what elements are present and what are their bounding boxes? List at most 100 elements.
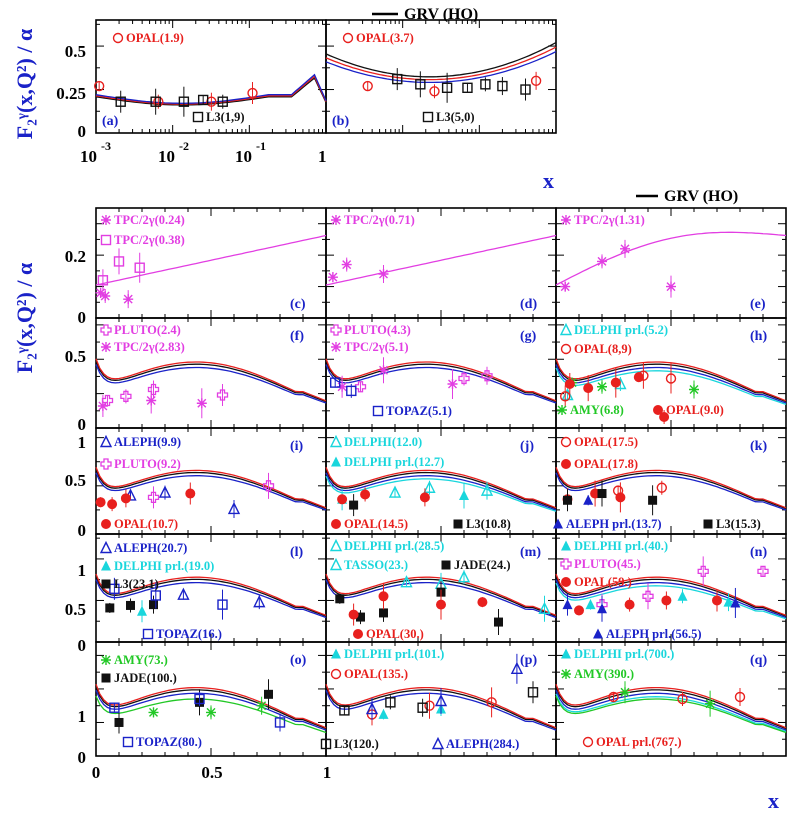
xticks-top-log: 10 -3 10 -2 10 -1 1 — [80, 139, 327, 166]
point-a-1-0 — [115, 96, 126, 107]
curve-g-1 — [325, 358, 557, 402]
point-f-0-1 — [120, 390, 132, 403]
grv-curves-n — [555, 573, 787, 620]
points-e — [560, 239, 676, 298]
point-f-0-2 — [147, 383, 160, 396]
curve-i-0 — [95, 469, 327, 510]
point-n-0-0 — [585, 599, 596, 610]
point-a-1-2 — [178, 96, 190, 107]
y-axis-title-top: F₂ᵞ(x,Q²) / α — [12, 28, 37, 139]
point-m-0-0 — [400, 575, 413, 588]
legend-label-e-0: TPC/2γ(1.31) — [574, 213, 645, 227]
point-h-2-1 — [597, 381, 607, 392]
legend-marker-e-0 — [561, 215, 571, 225]
curve-h-1 — [555, 358, 787, 402]
point-l-0-1 — [253, 595, 266, 608]
panel-id-f: (f) — [290, 329, 304, 344]
point-d-0-1 — [341, 259, 352, 270]
panel-id-m: (m) — [520, 545, 541, 560]
ytick-top-0.5: 0.5 — [65, 42, 86, 61]
curve-n-0 — [555, 575, 787, 617]
point-l-2-0 — [105, 603, 115, 613]
yticks-bottom: 0.2 0 0.5 0 1 0.5 0 1 0.5 0 1 0 — [65, 247, 86, 767]
legend-marker-c-0 — [101, 215, 111, 225]
panel-id-g: (g) — [520, 329, 537, 344]
legend-label-m-3: OPAL(30.) — [366, 627, 424, 641]
legend-marker-k-1 — [561, 459, 571, 469]
grv-curves-g — [325, 358, 557, 404]
legend-label-p-0: DELPHI prl.(101.) — [344, 647, 444, 661]
point-k-1-2 — [615, 492, 626, 503]
point-p-2-0 — [339, 705, 350, 716]
point-j-0-2 — [480, 483, 494, 496]
point-b-1-6 — [520, 84, 531, 95]
curve-n-1 — [555, 573, 787, 616]
legend-label-c-0: TPC/2γ(0.24) — [114, 213, 185, 227]
point-n-1-1 — [642, 590, 654, 602]
point-a-1-1 — [150, 96, 161, 107]
point-c-1-2 — [134, 262, 145, 273]
xtick-1e-3-base: 10 — [80, 147, 97, 166]
point-m-2-4 — [494, 617, 503, 627]
point-n-3-2 — [730, 597, 741, 608]
legend-label-o-0: AMY(73.) — [114, 653, 168, 667]
point-i-2-1 — [107, 499, 118, 510]
point-g-1-2 — [447, 379, 458, 389]
legend-label-j-1: DELPHI prl.(12.7) — [344, 455, 444, 469]
point-m-3-3 — [477, 597, 488, 608]
curve-g-0 — [325, 360, 557, 403]
points-p — [339, 653, 539, 726]
ytick-row1-0: 0 — [78, 308, 87, 327]
xtick-1e-1-exp: -1 — [256, 139, 266, 153]
point-o-1-2 — [264, 689, 273, 699]
point-l-3-1 — [150, 590, 162, 601]
point-m-2-0 — [335, 594, 345, 604]
point-a-0-0 — [93, 80, 105, 92]
panel-id-b: (b) — [332, 114, 349, 129]
legend-marker-h-1 — [560, 343, 572, 355]
legend-label-k-3: L3(15.3) — [716, 517, 761, 531]
point-j-2-0 — [337, 494, 348, 505]
curve-n-3 — [555, 582, 787, 620]
legend-marker-l-2 — [101, 579, 111, 589]
curve-o-3 — [95, 695, 327, 734]
point-n-1-3 — [757, 565, 769, 578]
point-p-3-1 — [434, 693, 448, 707]
legend-label-i-0: ALEPH(9.9) — [114, 435, 181, 449]
legend-marker-i-2 — [101, 519, 111, 529]
curve-k-0 — [555, 469, 787, 510]
legend-marker-p-1 — [330, 668, 342, 680]
legend-label-n-3: ALEPH prl.(56.5) — [606, 627, 701, 641]
legend-label-a-1: L3(1,9) — [206, 110, 245, 124]
point-e-0-3 — [666, 281, 676, 292]
point-a-1-3 — [197, 94, 209, 106]
legend-label-h-1: OPAL(8,9) — [574, 342, 632, 356]
points-l — [105, 577, 266, 623]
ytick-top-0: 0 — [78, 122, 87, 141]
legend-marker-q-0 — [561, 648, 571, 659]
legend-marker-j-2 — [331, 519, 341, 529]
point-d-0-0 — [327, 272, 338, 283]
point-k-3-0 — [563, 495, 572, 505]
panel-id-p: (p) — [520, 653, 537, 668]
legend-label-h-2: AMY(6.8) — [570, 403, 624, 417]
legend-label-j-0: DELPHI(12.0) — [344, 435, 422, 449]
legend-marker-p-2 — [320, 738, 332, 750]
panel-labels: (a) OPAL(1.9) L3(1,9) (b) OPAL(3.7) L3(5,0) (c… — [99, 31, 767, 751]
curve-b-2 — [325, 51, 557, 84]
legend-marker-f-0 — [100, 324, 112, 336]
legend-marker-a-0 — [112, 32, 124, 44]
curve-f-0 — [95, 360, 327, 403]
point-m-3-0 — [348, 609, 359, 620]
y-axis-title-bottom: F₂ᵞ(x,Q²) / α — [12, 262, 37, 373]
point-q-2-0 — [608, 691, 619, 703]
legend-marker-n-3 — [593, 628, 603, 639]
curve-c-0 — [95, 234, 327, 286]
point-f-1-0 — [97, 401, 108, 411]
point-m-2-1 — [356, 612, 365, 622]
legend-label-n-2: OPAL(59.) — [574, 575, 632, 589]
curve-l-1 — [95, 573, 327, 616]
legend-label-n-1: PLUTO(45.) — [574, 557, 641, 571]
point-g-0-2 — [481, 370, 493, 382]
legend-label-b-0: OPAL(3.7) — [356, 31, 414, 45]
